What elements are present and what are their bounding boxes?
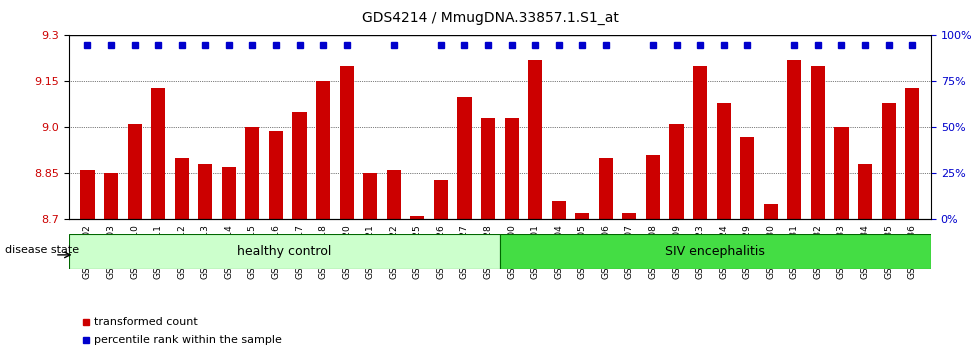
Bar (198, 164, 213, 219)
Bar (882, 103, 896, 219)
Bar (245, 127, 260, 219)
Text: disease state: disease state (5, 245, 79, 255)
Bar (269, 131, 283, 219)
Bar (292, 112, 307, 219)
FancyBboxPatch shape (500, 234, 931, 269)
Bar (434, 179, 448, 219)
Text: transformed count: transformed count (94, 317, 198, 327)
Bar (740, 137, 755, 219)
Bar (834, 127, 849, 219)
Text: percentile rank within the sample: percentile rank within the sample (94, 335, 282, 345)
Text: SIV encephalitis: SIV encephalitis (665, 245, 765, 258)
Bar (622, 213, 636, 219)
Bar (787, 60, 802, 219)
Bar (80, 170, 94, 219)
Bar (810, 66, 825, 219)
Bar (858, 164, 872, 219)
Bar (763, 204, 778, 219)
Text: healthy control: healthy control (237, 245, 331, 258)
Bar (716, 103, 731, 219)
Bar (481, 118, 495, 219)
Bar (151, 87, 166, 219)
FancyBboxPatch shape (69, 234, 500, 269)
Bar (340, 66, 354, 219)
Bar (458, 97, 471, 219)
Bar (669, 124, 684, 219)
Bar (221, 167, 236, 219)
Bar (411, 216, 424, 219)
Text: GDS4214 / MmugDNA.33857.1.S1_at: GDS4214 / MmugDNA.33857.1.S1_at (362, 11, 618, 25)
Bar (906, 87, 919, 219)
Bar (387, 170, 401, 219)
Bar (528, 60, 542, 219)
Bar (505, 118, 518, 219)
Bar (693, 66, 708, 219)
Bar (364, 173, 377, 219)
Bar (575, 213, 589, 219)
Bar (104, 173, 118, 219)
Bar (599, 158, 612, 219)
Bar (316, 81, 330, 219)
Bar (552, 201, 565, 219)
Bar (174, 158, 189, 219)
Bar (646, 155, 660, 219)
Bar (127, 124, 142, 219)
